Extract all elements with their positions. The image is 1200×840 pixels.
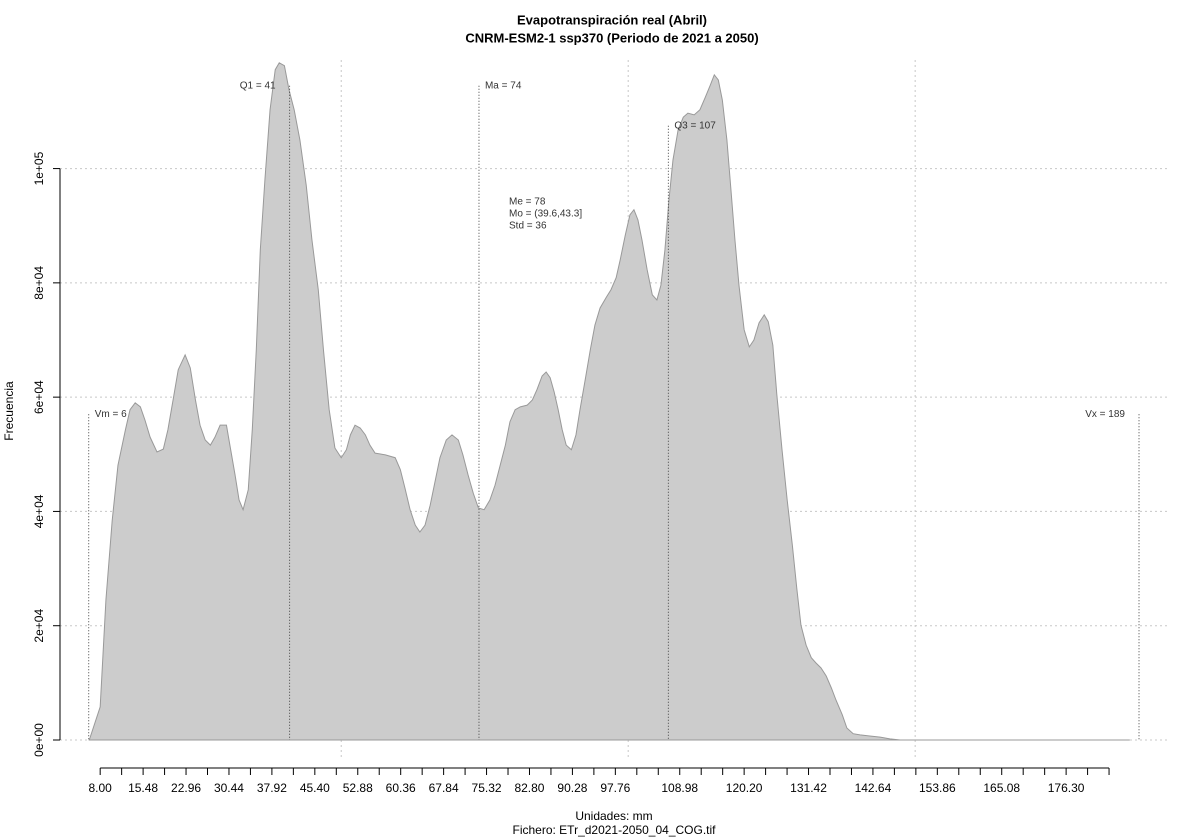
- x-tick-label: 142.64: [855, 781, 892, 795]
- x-tick-label: 15.48: [128, 781, 158, 795]
- file-label: Fichero: ETr_d2021-2050_04_COG.tif: [513, 823, 717, 837]
- x-tick-label: 165.08: [983, 781, 1020, 795]
- y-axis-label: Frecuencia: [2, 381, 16, 441]
- x-axis-label: Unidades: mm: [575, 809, 652, 823]
- stat-label: Q1 = 41: [240, 80, 276, 91]
- density-area: [88, 62, 1130, 741]
- chart-subtitle: CNRM-ESM2-1 ssp370 (Periodo de 2021 a 20…: [465, 30, 758, 45]
- stat-label: Vx = 189: [1085, 409, 1125, 420]
- stats-text: Std = 36: [509, 221, 547, 232]
- x-tick-label: 176.30: [1048, 781, 1085, 795]
- x-tick-label: 131.42: [790, 781, 827, 795]
- x-tick-label: 22.96: [171, 781, 201, 795]
- x-tick-label: 75.32: [472, 781, 502, 795]
- y-tick-label: 8e+04: [32, 266, 46, 300]
- x-tick-label: 120.20: [726, 781, 763, 795]
- x-tick-label: 45.40: [300, 781, 330, 795]
- x-tick-label: 153.86: [919, 781, 956, 795]
- x-tick-label: 52.88: [343, 781, 373, 795]
- stats-text: Me = 78: [509, 197, 546, 208]
- stat-label: Ma = 74: [485, 80, 522, 91]
- x-tick-label: 82.80: [514, 781, 544, 795]
- y-tick-label: 2e+04: [32, 609, 46, 643]
- x-tick-label: 30.44: [214, 781, 244, 795]
- x-tick-label: 108.98: [661, 781, 698, 795]
- y-tick-label: 6e+04: [32, 380, 46, 414]
- x-tick-label: 97.76: [600, 781, 630, 795]
- x-tick-label: 90.28: [557, 781, 587, 795]
- stat-label: Vm = 6: [95, 409, 127, 420]
- x-tick-label: 37.92: [257, 781, 287, 795]
- y-tick-label: 0e+00: [32, 723, 46, 757]
- y-tick-label: 1e+05: [32, 151, 46, 185]
- x-tick-label: 8.00: [88, 781, 112, 795]
- y-tick-label: 4e+04: [32, 494, 46, 528]
- x-tick-label: 60.36: [386, 781, 416, 795]
- chart-title: Evapotranspiración real (Abril): [517, 12, 707, 27]
- stat-label: Q3 = 107: [674, 120, 716, 131]
- stats-text: Mo = (39.6,43.3]: [509, 209, 582, 220]
- x-tick-label: 67.84: [429, 781, 459, 795]
